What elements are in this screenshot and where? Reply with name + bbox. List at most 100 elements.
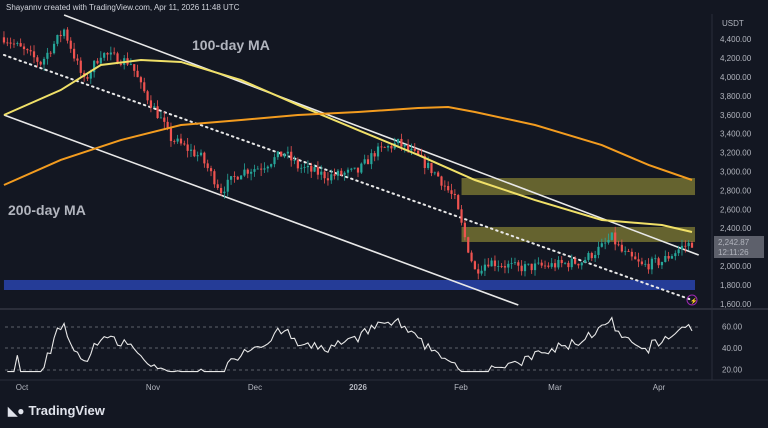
candle-body (149, 100, 153, 108)
candle-body (333, 174, 336, 176)
candle-body (450, 190, 453, 194)
price-tick: 2,400.00 (720, 224, 752, 233)
candle-body (253, 169, 256, 172)
candle-body (470, 252, 473, 262)
candle-body (270, 164, 273, 167)
candle-body (243, 169, 246, 176)
candle-body (630, 251, 633, 257)
candle-body (89, 72, 92, 79)
candle-body (22, 46, 26, 50)
candle-body (527, 263, 530, 265)
candle-body (49, 52, 52, 54)
candle-body (136, 70, 139, 78)
candle-body (400, 138, 403, 147)
zone (461, 178, 695, 196)
candle-body (380, 146, 383, 148)
time-tick: Nov (146, 383, 160, 392)
candle-body (513, 262, 517, 264)
candle-body (186, 144, 189, 151)
candle-body (19, 43, 22, 47)
candle-body (417, 150, 420, 156)
candle-body (46, 52, 49, 59)
candle-body (667, 255, 670, 259)
candle-body (433, 172, 436, 174)
candle-body (139, 77, 142, 83)
candle-body (196, 155, 199, 157)
candle-body (159, 117, 163, 119)
candle-body (500, 266, 503, 267)
channel-lower-line (3, 114, 519, 306)
candle-body (403, 144, 406, 147)
candle-body (336, 170, 340, 176)
candle-body (283, 153, 286, 157)
candle-body (654, 258, 657, 260)
candle-body (453, 193, 456, 196)
candle-body (12, 43, 16, 45)
rsi-tick: 40.00 (722, 344, 743, 353)
candle-body (510, 263, 513, 264)
candle-body (373, 153, 376, 157)
candle-body (286, 151, 289, 154)
candle-body (594, 254, 597, 259)
candle-body (99, 57, 102, 64)
candle-body (537, 262, 540, 264)
tradingview-logo[interactable]: ◣● TradingView (8, 403, 105, 418)
candle-body (29, 50, 32, 52)
time-tick: Feb (454, 383, 468, 392)
candle-body (69, 40, 72, 49)
candle-body (567, 262, 570, 268)
candle-body (153, 106, 156, 108)
candle-body (203, 152, 206, 164)
candle-body (684, 245, 687, 247)
price-chart[interactable]: 100-day MA 200-day MA USDT 4,400.00 4,200.00… (0, 0, 768, 400)
candle-body (256, 168, 259, 170)
candle-body (229, 176, 233, 180)
candle-body (460, 209, 463, 223)
candle-body (557, 259, 560, 268)
candle-body (587, 253, 590, 260)
candle-body (280, 151, 283, 157)
candle-body (600, 243, 603, 247)
candle-body (437, 172, 440, 177)
candle-body (617, 244, 620, 246)
candle-body (236, 176, 239, 180)
candle-body (550, 263, 553, 267)
countdown: 12:11:26 (718, 248, 749, 257)
candle-body (390, 146, 393, 149)
candle-body (303, 167, 306, 168)
candle-body (350, 168, 353, 170)
lightning-glyph: ⚡ (690, 297, 697, 305)
candle-body (26, 49, 29, 51)
candle-body (62, 29, 66, 37)
zone (3, 279, 695, 291)
candle-body (440, 176, 443, 186)
candle-body (680, 245, 684, 250)
candle-body (574, 258, 577, 264)
candle-body (457, 195, 460, 210)
candle-body (607, 239, 610, 243)
candle-body (103, 53, 106, 58)
candle-body (32, 51, 36, 58)
candle-body (306, 165, 309, 168)
price-tick: 3,400.00 (720, 130, 752, 139)
time-tick: Mar (548, 383, 562, 392)
price-tick: 3,600.00 (720, 111, 752, 120)
candle-body (523, 264, 527, 272)
price-tick: 3,000.00 (720, 168, 752, 177)
candle-body (540, 262, 543, 266)
candle-body (263, 168, 266, 170)
candle-body (246, 169, 249, 174)
time-tick: 2026 (349, 383, 367, 392)
candle-body (640, 261, 643, 265)
last-price: 2,242.87 (718, 238, 750, 247)
rsi-line (7, 316, 693, 373)
candle-body (76, 58, 79, 61)
candle-body (363, 159, 366, 164)
candle-body (166, 121, 169, 128)
candle-body (79, 60, 82, 73)
candle-body (293, 160, 296, 161)
candle-body (206, 163, 209, 169)
candle-body (310, 165, 313, 172)
dotted-trendline (2, 53, 693, 302)
candle-body (296, 160, 299, 169)
